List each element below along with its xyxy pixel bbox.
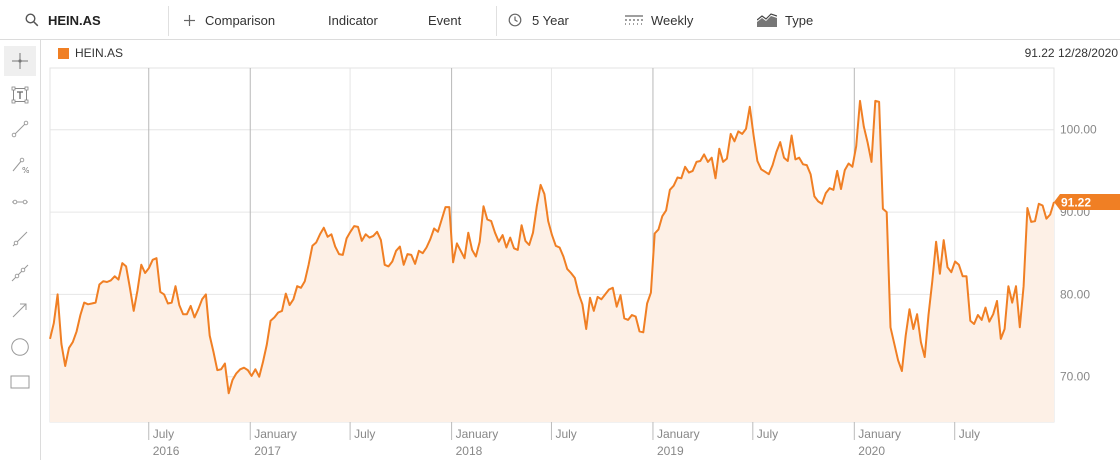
x-tick-label: July [354, 427, 375, 441]
interval-label: Weekly [651, 12, 694, 28]
x-tick-label: January [657, 427, 700, 441]
x-tick-year: 2016 [153, 444, 180, 458]
series-area [50, 100, 1054, 423]
x-tick-year: 2019 [657, 444, 684, 458]
plus-icon [184, 14, 195, 26]
indicator-label: Indicator [328, 12, 378, 28]
search-icon[interactable] [25, 0, 39, 40]
x-tick-label: July [959, 427, 980, 441]
area-chart-icon [757, 13, 777, 27]
y-tick-label: 80.00 [1060, 287, 1090, 301]
clock-icon [508, 13, 522, 27]
x-tick-label: January [858, 427, 901, 441]
type-label: Type [785, 12, 814, 28]
ray-icon[interactable] [9, 228, 31, 250]
comparison-button[interactable]: Comparison [184, 0, 275, 40]
rectangle-icon[interactable] [9, 371, 31, 393]
last-quote-info: 91.22 12/28/2020 [1025, 46, 1118, 60]
svg-text:%: % [22, 166, 29, 174]
series-swatch [58, 47, 69, 59]
event-label: Event [428, 12, 462, 28]
range-label: 5 Year [532, 12, 569, 28]
circle-icon[interactable] [9, 336, 31, 358]
y-tick-label: 70.00 [1060, 370, 1090, 384]
toolbar-divider [168, 6, 169, 36]
series-line[interactable] [49, 99, 1055, 395]
x-tick-label: January [254, 427, 297, 441]
x-tick-year: 2018 [456, 444, 483, 458]
arrow-icon[interactable] [9, 299, 31, 321]
text-tool-icon[interactable] [9, 84, 31, 106]
drawing-tools-sidebar: % [0, 40, 41, 460]
x-tick-year: 2017 [254, 444, 281, 458]
last-value-label: 91.22 [1061, 196, 1091, 210]
interval-button[interactable]: Weekly [625, 0, 693, 40]
percent-line-icon[interactable]: % [9, 154, 31, 176]
crosshair-icon[interactable] [4, 46, 36, 76]
comparison-label: Comparison [205, 12, 276, 28]
y-tick-label: 100.00 [1060, 123, 1097, 137]
last-value-tag [1054, 194, 1120, 211]
toolbar-divider [496, 6, 497, 36]
horizontal-line-icon[interactable] [9, 191, 31, 213]
series-legend: HEIN.AS [58, 46, 123, 60]
legend-symbol: HEIN.AS [75, 46, 124, 60]
x-tick-year: 2020 [858, 444, 885, 458]
x-tick-label: July [555, 427, 576, 441]
symbol-input[interactable]: HEIN.AS [48, 12, 101, 28]
x-tick-label: July [757, 427, 778, 441]
event-button[interactable]: Event [428, 0, 461, 40]
indicator-button[interactable]: Indicator [328, 0, 378, 40]
last-value: 91.22 [1024, 46, 1055, 60]
interval-icon [625, 14, 643, 26]
chart-toolbar: HEIN.AS Comparison Indicator Event 5 Yea… [0, 0, 1120, 40]
x-tick-label: January [456, 427, 499, 441]
x-tick-label: July [153, 427, 174, 441]
line-segment-icon[interactable] [9, 118, 31, 140]
last-date: 12/28/2020 [1057, 46, 1118, 60]
type-button[interactable]: Type [757, 0, 813, 40]
extended-line-icon[interactable] [9, 262, 31, 284]
range-button[interactable]: 5 Year [508, 0, 569, 40]
